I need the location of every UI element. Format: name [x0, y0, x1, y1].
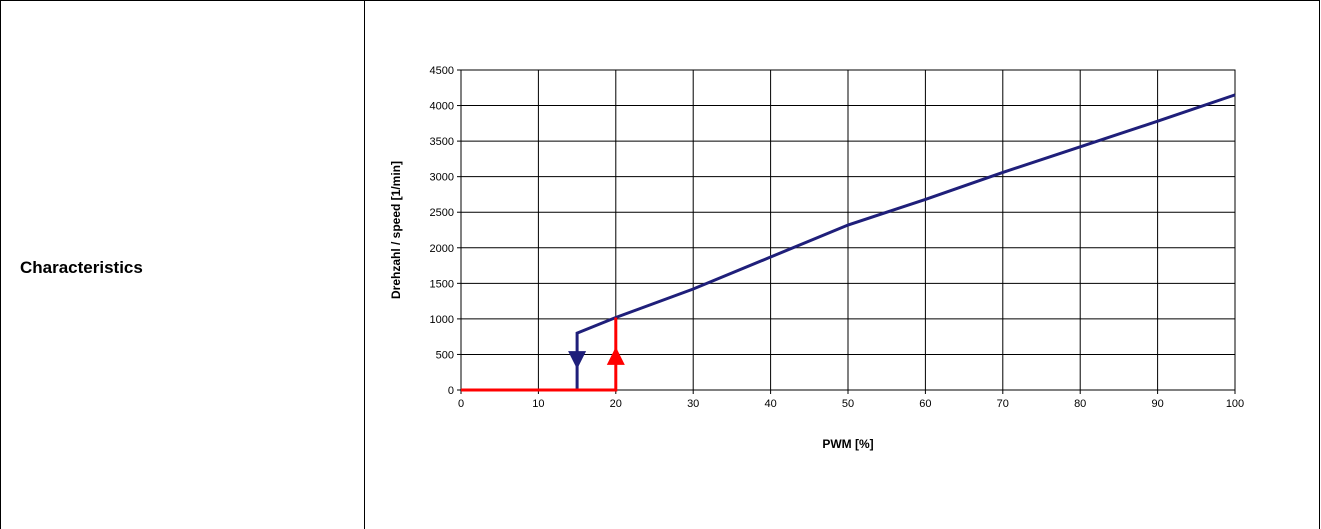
- x-tick-label: 20: [610, 398, 622, 410]
- series-line-2: [461, 317, 618, 392]
- x-tick-label: 40: [764, 398, 776, 410]
- chart-axes: 0 10 20 30 40 50 60 70 80 90 100050010001500200025…: [430, 65, 1245, 410]
- down-arrow-marker: [568, 351, 587, 370]
- y-tick-label: 3500: [430, 136, 454, 148]
- x-tick-label: 50: [842, 398, 854, 410]
- up-arrow-marker: [606, 346, 625, 365]
- y-tick-label: 4500: [430, 65, 454, 77]
- chart-grid: [460, 69, 1236, 391]
- x-tick-label: 0: [458, 398, 464, 410]
- y-tick-label: 4000: [430, 101, 454, 113]
- x-tick-label: 10: [532, 398, 544, 410]
- y-tick-label: 1500: [430, 278, 454, 290]
- y-axis-label: Drehzahl / speed [1/min]: [389, 161, 403, 299]
- chart-markers: [568, 346, 625, 370]
- y-tick-label: 500: [436, 349, 454, 361]
- chart-labels: PWM [%] Drehzahl / speed [1/min]: [389, 161, 874, 451]
- y-tick-label: 2500: [430, 207, 454, 219]
- row-label: Characteristics: [20, 258, 143, 277]
- column-divider: [364, 0, 365, 529]
- series-line-1: [575, 93, 1236, 390]
- x-tick-label: 70: [997, 398, 1009, 410]
- x-tick-label: 100: [1226, 398, 1244, 410]
- y-tick-label: 0: [448, 385, 454, 397]
- y-tick-label: 1000: [430, 314, 454, 326]
- x-axis-label: PWM [%]: [822, 437, 873, 451]
- x-tick-label: 60: [919, 398, 931, 410]
- x-tick-label: 80: [1074, 398, 1086, 410]
- speed-chart: 0 10 20 30 40 50 60 70 80 90 100050010001500200025…: [389, 65, 1245, 451]
- chart-series: [461, 93, 1236, 392]
- x-tick-label: 90: [1151, 398, 1163, 410]
- y-tick-label: 2000: [430, 243, 454, 255]
- x-tick-label: 30: [687, 398, 699, 410]
- y-tick-label: 3000: [430, 172, 454, 184]
